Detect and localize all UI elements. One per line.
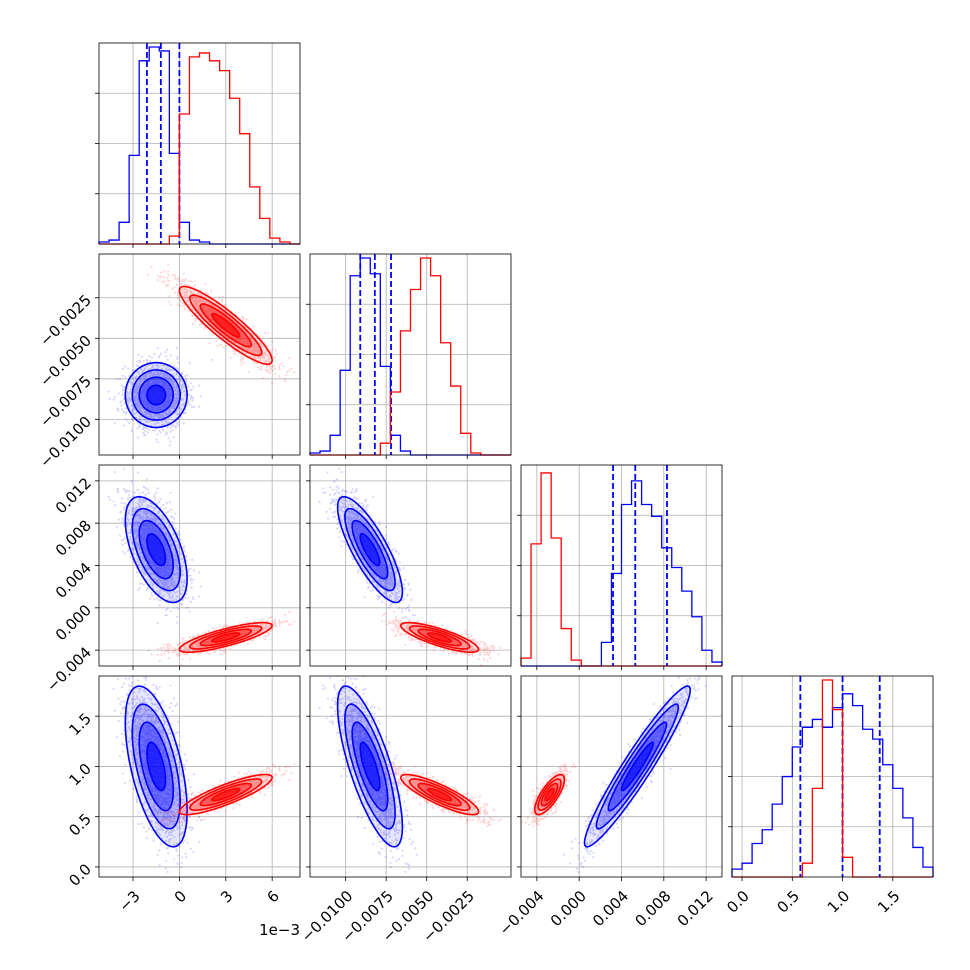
contour-series-0 xyxy=(359,741,381,792)
contour-series-1 xyxy=(427,632,453,643)
diag-panel-1 xyxy=(306,253,512,459)
scatter-panel-1-0 xyxy=(95,253,301,459)
x-tick-label: −3 xyxy=(115,887,143,915)
diag-panel-0 xyxy=(95,42,301,248)
contour-series-1 xyxy=(544,787,555,802)
x-tick-label: 3 xyxy=(217,887,236,906)
contour-series-0 xyxy=(146,741,167,792)
density xyxy=(318,467,502,666)
x-tick-label: 1.0 xyxy=(824,887,854,917)
scatter-panel-2-0 xyxy=(95,464,301,670)
density xyxy=(112,676,296,873)
x-tick-label: 0.012 xyxy=(674,887,717,930)
y-tick-label: 1.5 xyxy=(65,709,95,739)
scatter-panel-3-1 xyxy=(306,675,512,881)
panel-frame xyxy=(98,675,301,878)
x-tick-label: 0.000 xyxy=(547,887,590,930)
contour-series-1 xyxy=(211,787,241,802)
scatter-panel-3-0 xyxy=(95,675,301,881)
contour-series-1 xyxy=(427,787,453,802)
scatter-panel-3-2 xyxy=(517,675,723,881)
histogram-series-0 xyxy=(731,693,934,877)
y-tick-label: 1.0 xyxy=(65,760,95,790)
density xyxy=(107,263,296,447)
y-tick-label: 0.000 xyxy=(52,601,95,644)
x-offset-label: 1e−3 xyxy=(259,921,300,939)
y-tick-label: 0.008 xyxy=(52,516,95,559)
x-tick-label: −0.004 xyxy=(496,887,548,939)
density xyxy=(107,467,296,666)
x-tick-label: 1.5 xyxy=(874,887,904,917)
panel-frame xyxy=(98,253,301,456)
x-tick-label: 0.008 xyxy=(631,887,674,930)
contour-series-0 xyxy=(620,741,654,792)
panel-frame xyxy=(309,675,512,878)
y-tick-label: 0.004 xyxy=(52,559,95,602)
contour-series-0 xyxy=(359,533,381,567)
contour-series-0 xyxy=(146,384,167,406)
y-tick-label: 0.012 xyxy=(52,474,95,517)
x-tick-label: 0.5 xyxy=(773,887,803,917)
scatter-panel-2-1 xyxy=(306,464,512,670)
density xyxy=(521,676,707,873)
y-tick-label: 0.0 xyxy=(65,860,95,890)
diag-panel-2 xyxy=(517,464,723,670)
diag-panel-3 xyxy=(728,675,934,881)
contour-series-1 xyxy=(211,312,241,338)
histogram-series-1 xyxy=(732,679,933,878)
x-tick-label: 0.004 xyxy=(589,887,632,930)
x-tick-label: 6 xyxy=(263,887,282,906)
x-tick-label: 0.0 xyxy=(723,887,753,917)
contour-series-0 xyxy=(146,533,167,567)
y-tick-label: 0.5 xyxy=(65,810,95,840)
contour-series-1 xyxy=(211,632,241,643)
histogram-series-0 xyxy=(309,257,511,456)
density xyxy=(318,676,502,873)
histogram-series-0 xyxy=(98,46,300,245)
x-tick-label: 0 xyxy=(171,887,190,906)
y-tick-label: −0.004 xyxy=(43,643,95,695)
